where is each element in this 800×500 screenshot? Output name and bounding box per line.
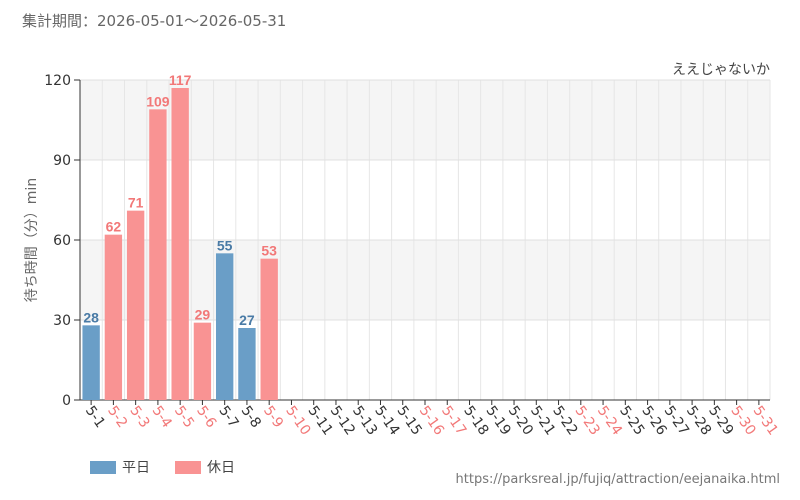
legend-swatch-weekday (90, 460, 116, 474)
x-tick-label: 5-5 (171, 403, 197, 431)
bar (171, 88, 189, 400)
period-label: 集計期間：2026-05-01～2026-05-31 (22, 12, 287, 30)
plot-band (80, 240, 770, 320)
bar (193, 322, 212, 400)
bar (238, 328, 256, 400)
x-tick-label: 5-8 (238, 403, 264, 431)
bar-value-label: 28 (83, 309, 99, 325)
y-tick-label: 120 (44, 73, 71, 89)
x-tick-label: 5-4 (149, 403, 175, 431)
bar (126, 210, 145, 400)
bar-value-label: 55 (217, 237, 233, 253)
x-tick-label: 5-6 (193, 403, 219, 431)
bar (82, 325, 100, 400)
x-tick-label: 5-7 (215, 403, 241, 431)
bar-value-label: 27 (239, 312, 255, 328)
bar (104, 234, 123, 400)
x-tick-label: 5-9 (260, 403, 286, 431)
bar (215, 253, 234, 400)
bar-value-label: 109 (146, 93, 170, 109)
plot-band (80, 160, 770, 240)
bar-value-label: 62 (106, 219, 122, 235)
x-tick-label: 5-1 (82, 403, 108, 431)
legend-item-weekday: 平日 (90, 457, 150, 477)
legend-item-holiday: 休日 (175, 457, 235, 477)
legend-label-holiday: 休日 (207, 460, 235, 476)
x-tick-label: 5-2 (104, 403, 130, 431)
x-tick-label: 5-31 (750, 403, 781, 438)
legend-swatch-holiday (175, 460, 201, 474)
chart-title: ええじゃないか (672, 62, 770, 78)
y-tick-label: 60 (53, 233, 71, 249)
y-tick-label: 30 (53, 313, 71, 329)
bar (149, 109, 167, 400)
bar-value-label: 53 (261, 243, 277, 259)
y-tick-label: 90 (53, 153, 71, 169)
legend-label-weekday: 平日 (122, 460, 150, 476)
bar (260, 258, 278, 400)
source-url[interactable]: https://parksreal.jp/fujiq/attraction/ee… (455, 472, 780, 487)
y-tick-label: 0 (62, 393, 71, 409)
bar-value-label: 71 (128, 195, 144, 211)
bar-value-label: 117 (169, 72, 192, 88)
bar-value-label: 29 (195, 307, 211, 323)
x-tick-label: 5-3 (126, 403, 152, 431)
plot-band (80, 80, 770, 160)
y-axis-label: 待ち時間（分）min (24, 178, 40, 302)
